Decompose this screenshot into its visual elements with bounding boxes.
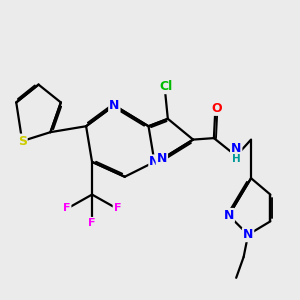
Text: O: O xyxy=(212,102,222,115)
Text: F: F xyxy=(88,218,96,228)
Text: S: S xyxy=(18,135,27,148)
Text: F: F xyxy=(114,203,121,213)
Text: H: H xyxy=(232,154,241,164)
Text: N: N xyxy=(109,99,119,112)
Text: N: N xyxy=(157,152,167,165)
Text: N: N xyxy=(231,142,242,155)
Text: Cl: Cl xyxy=(160,80,173,93)
Text: F: F xyxy=(63,203,70,213)
Text: N: N xyxy=(243,228,253,241)
Text: N: N xyxy=(224,209,234,222)
Text: N: N xyxy=(149,155,160,168)
